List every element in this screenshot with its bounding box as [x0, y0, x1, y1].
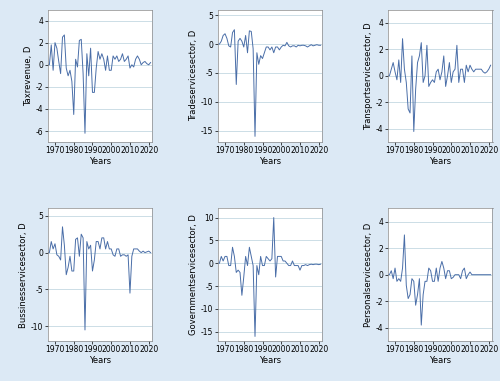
X-axis label: Years: Years [429, 355, 451, 365]
Y-axis label: Bussinesservicesector, D: Bussinesservicesector, D [19, 222, 28, 328]
X-axis label: Years: Years [89, 157, 111, 166]
X-axis label: Years: Years [429, 157, 451, 166]
X-axis label: Years: Years [259, 355, 281, 365]
Y-axis label: Personalservicesector, D: Personalservicesector, D [364, 223, 373, 327]
Y-axis label: Governmentservicesector, D: Governmentservicesector, D [189, 214, 198, 335]
Y-axis label: Transportservicesector, D: Transportservicesector, D [364, 22, 373, 130]
Y-axis label: Taxrevenue, D: Taxrevenue, D [24, 46, 33, 106]
X-axis label: Years: Years [259, 157, 281, 166]
X-axis label: Years: Years [89, 355, 111, 365]
Y-axis label: Tradeservicesector, D: Tradeservicesector, D [189, 30, 198, 122]
